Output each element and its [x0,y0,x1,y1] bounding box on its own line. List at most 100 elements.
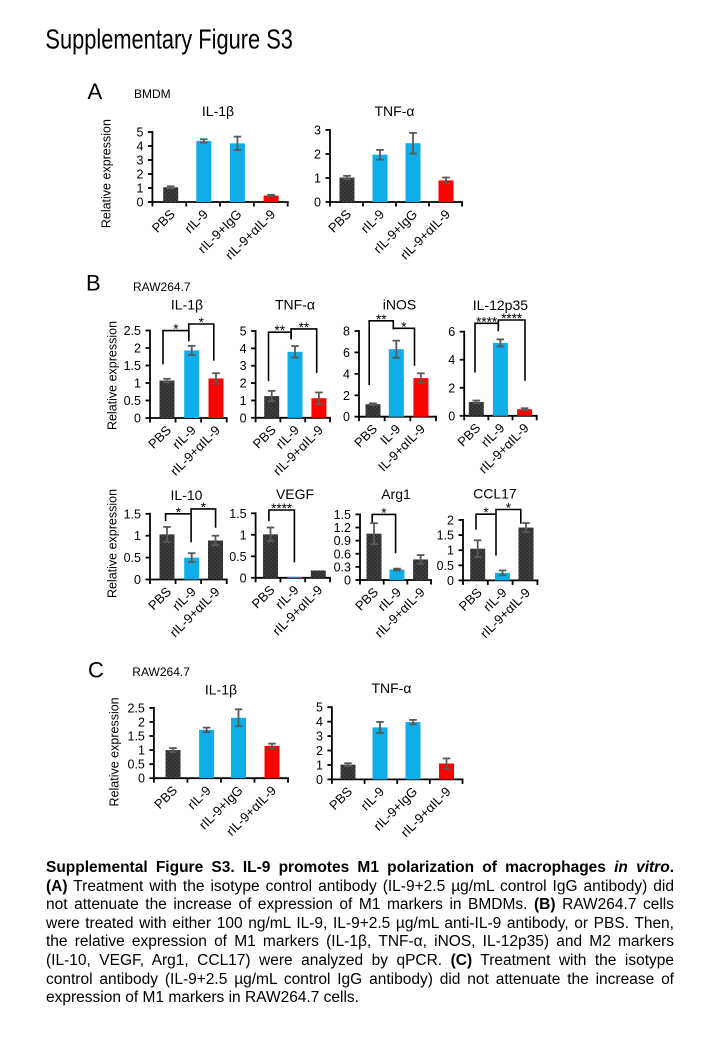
svg-text:B: B [86,270,101,295]
svg-text:2: 2 [314,148,321,162]
svg-text:****: **** [501,311,523,326]
svg-text:1: 1 [134,529,141,543]
svg-text:CCL17: CCL17 [473,486,517,502]
svg-text:1: 1 [314,172,321,186]
svg-text:IL-1β: IL-1β [202,103,234,119]
svg-text:1: 1 [316,758,323,772]
svg-text:0: 0 [344,574,351,588]
svg-text:1: 1 [134,377,141,391]
svg-text:5: 5 [316,701,323,715]
svg-text:PBS: PBS [145,422,174,451]
svg-text:TNF-α: TNF-α [375,103,415,119]
svg-text:1.5: 1.5 [334,508,351,522]
svg-text:rIL-9: rIL-9 [181,207,211,237]
svg-text:PBS: PBS [325,206,354,235]
svg-text:0.3: 0.3 [334,560,351,574]
svg-text:*: * [199,315,205,330]
svg-text:rIL-9: rIL-9 [358,207,388,237]
svg-text:iNOS: iNOS [383,297,416,313]
svg-text:*: * [381,505,387,520]
svg-text:0: 0 [134,412,141,426]
svg-text:5: 5 [136,126,143,140]
svg-text:4: 4 [316,715,323,729]
svg-text:2: 2 [448,381,455,395]
svg-text:3: 3 [136,154,143,168]
svg-text:Relative expression: Relative expression [105,489,119,598]
svg-text:1.5: 1.5 [128,730,145,744]
svg-text:3: 3 [314,124,321,138]
svg-text:6: 6 [448,325,455,339]
svg-text:TNF-α: TNF-α [372,680,412,696]
svg-text:4: 4 [343,367,350,381]
svg-text:1.5: 1.5 [437,529,454,543]
svg-text:PBS: PBS [454,420,483,449]
svg-text:0: 0 [343,410,350,424]
svg-text:PBS: PBS [250,422,279,451]
svg-text:1.5: 1.5 [124,359,141,373]
svg-text:rIL-9: rIL-9 [358,784,388,814]
svg-text:PBS: PBS [352,584,381,613]
svg-text:3: 3 [316,730,323,744]
svg-text:6: 6 [343,346,350,360]
svg-text:2: 2 [447,514,454,528]
svg-text:PBS: PBS [149,206,178,235]
svg-text:IL-12p35: IL-12p35 [473,297,528,313]
svg-text:*: * [506,501,512,516]
svg-text:4: 4 [448,353,455,367]
svg-text:0.5: 0.5 [437,559,454,573]
svg-text:0.9: 0.9 [334,534,351,548]
svg-text:1: 1 [138,744,145,758]
svg-text:**: ** [275,323,286,338]
svg-text:2: 2 [343,389,350,403]
svg-text:8: 8 [343,325,350,339]
svg-text:3: 3 [240,359,247,373]
svg-text:*: * [401,319,407,334]
svg-text:0: 0 [314,196,321,210]
svg-text:0.5: 0.5 [124,551,141,565]
svg-text:TNF-α: TNF-α [275,297,315,313]
svg-text:1: 1 [136,182,143,196]
svg-text:*: * [176,505,182,520]
svg-text:2: 2 [134,342,141,356]
svg-text:Relative expression: Relative expression [106,321,120,430]
svg-text:VEGF: VEGF [276,486,314,502]
svg-text:IL-9+αIL-9: IL-9+αIL-9 [375,421,428,474]
svg-text:1.2: 1.2 [334,521,351,535]
svg-text:0: 0 [448,409,455,423]
svg-text:RAW264.7: RAW264.7 [133,280,191,294]
svg-text:1: 1 [240,528,247,542]
svg-text:0.6: 0.6 [334,547,351,561]
svg-text:0: 0 [240,411,247,425]
svg-text:IL-1β: IL-1β [205,682,237,698]
svg-text:Relative expression: Relative expression [107,697,121,806]
svg-text:BMDM: BMDM [134,87,171,101]
svg-text:IL-10: IL-10 [171,487,203,503]
svg-text:PBS: PBS [145,584,174,613]
svg-text:**: ** [376,312,387,327]
svg-text:2: 2 [316,744,323,758]
svg-text:C: C [88,657,104,682]
svg-text:0: 0 [240,571,247,585]
svg-text:PBS: PBS [249,582,278,611]
svg-text:0: 0 [316,773,323,787]
svg-text:****: **** [476,314,498,329]
svg-text:4: 4 [136,140,143,154]
svg-text:Relative expression: Relative expression [100,119,114,228]
svg-text:RAW264.7: RAW264.7 [132,665,190,679]
svg-text:2.5: 2.5 [124,324,141,338]
svg-text:****: **** [271,501,293,516]
svg-text:0: 0 [136,196,143,210]
svg-text:A: A [88,79,103,104]
svg-text:5: 5 [240,325,247,339]
svg-text:0.5: 0.5 [229,550,246,564]
svg-text:*: * [173,322,179,337]
svg-text:1.5: 1.5 [124,507,141,521]
svg-text:1: 1 [240,394,247,408]
svg-text:0.5: 0.5 [128,758,145,772]
svg-text:1: 1 [447,544,454,558]
svg-text:0: 0 [134,573,141,587]
svg-text:0: 0 [447,574,454,588]
svg-text:2: 2 [136,168,143,182]
svg-text:PBS: PBS [456,585,485,614]
svg-text:*: * [201,500,207,515]
